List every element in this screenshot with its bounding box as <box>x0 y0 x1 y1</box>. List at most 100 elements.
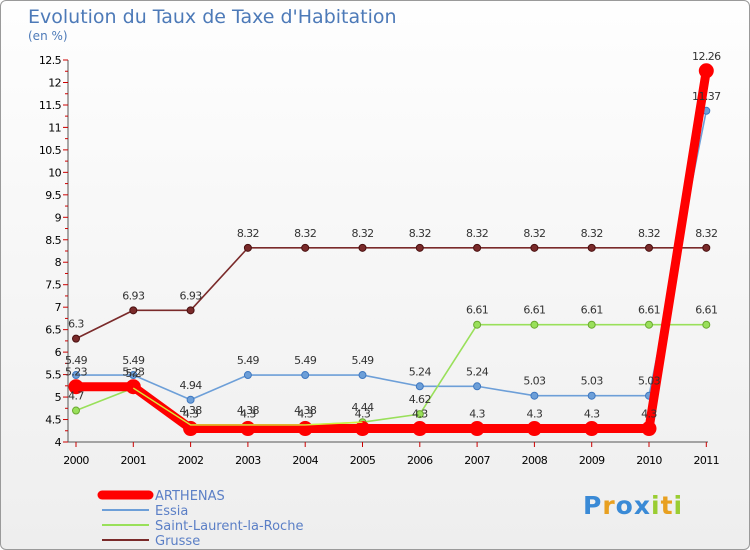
series-line-grusse <box>75 247 707 340</box>
chart-unit-label: (en %) <box>28 29 68 43</box>
data-label: 5.49 <box>294 354 317 367</box>
y-tick-label: 6 <box>55 346 62 359</box>
data-point <box>72 334 80 343</box>
data-label: 6.93 <box>122 289 145 302</box>
data-label: 5.24 <box>409 365 432 378</box>
data-point <box>72 406 80 415</box>
series-line-essia <box>76 110 708 401</box>
data-label: 4.44 <box>351 401 374 414</box>
data-label: 6.93 <box>180 289 203 302</box>
x-tick-label: 2010 <box>636 454 662 467</box>
data-point <box>473 243 482 252</box>
y-tick-label: 5 <box>55 391 62 404</box>
x-tick-label: 2000 <box>63 454 89 467</box>
data-label: 4.7 <box>68 390 84 403</box>
x-tick-label: 2002 <box>178 454 204 467</box>
data-point <box>183 421 199 437</box>
data-label: 6.61 <box>523 304 545 317</box>
y-tick-label: 12.5 <box>39 54 62 67</box>
data-point <box>469 421 485 437</box>
data-label: 8.32 <box>581 227 603 240</box>
x-tick-label: 2008 <box>522 454 548 467</box>
data-label: 4.3 <box>584 408 600 421</box>
logo-letter: i <box>673 491 684 520</box>
data-label: 4.62 <box>409 393 431 406</box>
data-label: 4.3 <box>240 408 256 421</box>
x-tick-label: 2003 <box>235 454 261 467</box>
data-point <box>530 320 539 329</box>
data-point <box>358 371 367 380</box>
data-label: 5.03 <box>581 375 604 388</box>
y-tick-label: 4 <box>55 436 62 449</box>
data-label: 5.03 <box>523 375 546 388</box>
data-label: 8.32 <box>294 227 316 240</box>
data-point <box>243 371 252 380</box>
data-point <box>587 391 596 400</box>
data-label: 4.38 <box>294 404 317 417</box>
logo-letter: P <box>583 491 603 520</box>
data-point <box>243 243 252 252</box>
logo-letter: r <box>602 491 616 520</box>
data-label: 8.32 <box>523 227 545 240</box>
y-tick-label: 9 <box>55 211 62 224</box>
data-label: 8.32 <box>466 227 488 240</box>
data-label: 4.38 <box>180 404 203 417</box>
x-tick-label: 2007 <box>464 454 490 467</box>
data-label: 8.32 <box>695 227 717 240</box>
logo-letter: o <box>615 491 634 520</box>
data-point <box>72 371 80 380</box>
data-point <box>698 63 714 79</box>
data-point <box>412 421 428 437</box>
legend-label: Grusse <box>155 534 200 549</box>
data-label: 8.32 <box>409 227 431 240</box>
data-point <box>301 243 310 252</box>
data-label: 4.3 <box>641 408 657 421</box>
y-tick-label: 8 <box>55 256 62 269</box>
data-label: 8.32 <box>351 227 373 240</box>
data-point <box>129 306 138 315</box>
data-label: 12.26 <box>692 50 721 63</box>
data-point <box>186 395 195 404</box>
y-tick-label: 11 <box>48 121 61 134</box>
data-label: 4.94 <box>180 379 203 392</box>
y-tick-label: 6.5 <box>45 324 61 337</box>
data-label: 11.37 <box>692 90 721 103</box>
data-label: 4.3 <box>355 408 371 421</box>
x-tick-label: 2004 <box>292 454 318 467</box>
x-tick-label: 2005 <box>350 454 376 467</box>
data-label: 4.38 <box>237 404 260 417</box>
data-point <box>358 243 367 252</box>
data-label: 5.49 <box>122 354 145 367</box>
legend-label: Saint-Laurent-la-Roche <box>155 519 303 534</box>
data-label: 4.3 <box>527 408 543 421</box>
data-point <box>415 410 424 419</box>
data-label: 6.3 <box>68 318 84 331</box>
data-label: 5.24 <box>466 365 489 378</box>
data-point <box>587 243 596 252</box>
data-point <box>240 421 256 437</box>
data-label: 6.61 <box>638 304 660 317</box>
data-label: 4.3 <box>412 408 428 421</box>
y-tick-label: 7.5 <box>45 279 61 292</box>
data-point <box>587 320 596 329</box>
data-point <box>68 379 84 395</box>
data-label: 5.49 <box>351 354 374 367</box>
data-label: 5.2 <box>125 367 141 380</box>
data-point <box>530 391 539 400</box>
data-point <box>530 243 539 252</box>
data-point <box>641 421 657 437</box>
y-tick-label: 10.5 <box>39 144 62 157</box>
x-tick-label: 2011 <box>693 454 719 467</box>
data-point <box>129 371 138 380</box>
data-label: 5.03 <box>638 375 661 388</box>
chart-title: Evolution du Taux de Taxe d'Habitation <box>28 6 397 28</box>
y-tick-label: 10 <box>48 166 61 179</box>
data-point <box>645 320 653 329</box>
data-point <box>186 306 195 315</box>
x-tick-label: 2001 <box>120 454 146 467</box>
x-tick-label: 2009 <box>579 454 605 467</box>
data-point <box>297 421 313 437</box>
series-line-arthenas <box>71 66 711 434</box>
